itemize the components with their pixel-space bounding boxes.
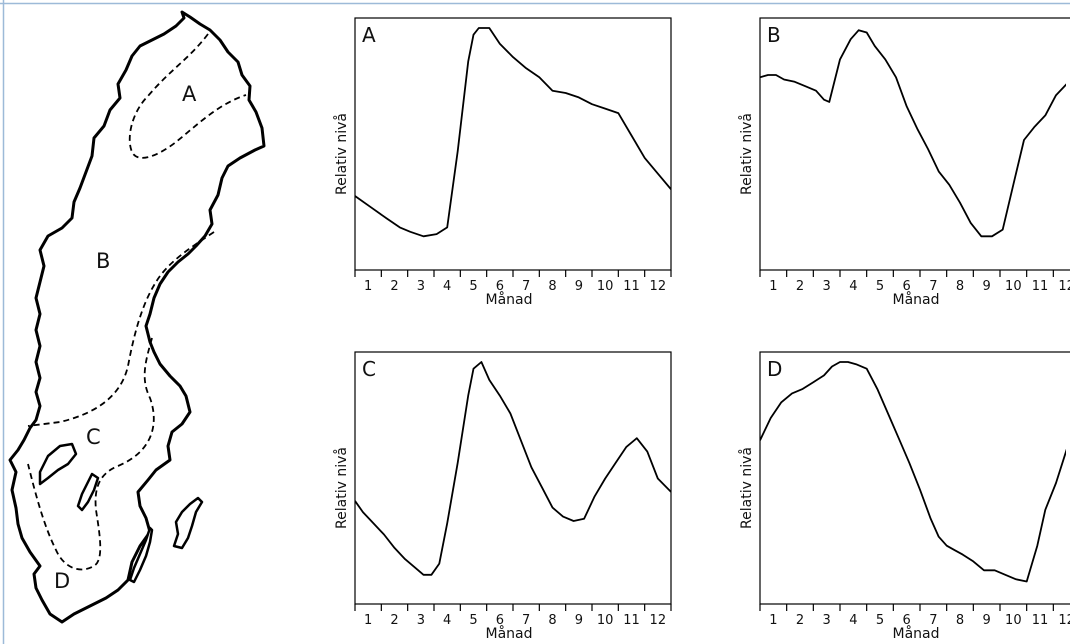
lake-vanern [38,442,78,486]
x-tick-label-b-6: 6 [903,279,911,294]
x-tick-label-c-8: 8 [548,613,556,628]
x-axis-label-a: Månad [486,291,533,308]
x-tick-label-b-8: 8 [956,279,964,294]
panel-label-c: C [362,357,376,381]
x-tick-label-b-4: 4 [849,279,857,294]
x-tick-label-a-3: 3 [417,279,425,294]
x-axis-label-b: Månad [893,291,940,308]
series-line-c [355,361,671,576]
lake-vattern [76,472,100,512]
x-tick-label-d-9: 9 [983,613,991,628]
x-tick-label-c-6: 6 [496,613,504,628]
x-tick-label-c-11: 11 [623,613,640,628]
map-label-a: A [182,82,197,106]
x-tick-label-c-5: 5 [469,613,477,628]
map-label-d: D [54,569,70,593]
x-tick-label-a-7: 7 [522,279,530,294]
map-label-b: B [96,249,110,273]
x-tick-label-a-4: 4 [443,279,451,294]
map-label-c: C [86,425,101,449]
x-tick-label-c-9: 9 [575,613,583,628]
x-tick-label-d-6: 6 [903,613,911,628]
y-axis-label-a: Relativ nivå [333,113,350,195]
x-tick-label-c-10: 10 [597,613,614,628]
x-tick-label-c-7: 7 [522,613,530,628]
x-tick-label-c-2: 2 [390,613,398,628]
x-tick-label-d-4: 4 [849,613,857,628]
x-tick-label-b-11: 11 [1032,279,1049,294]
chart-panel-b: B123456789101112MånadRelativ nivå [738,17,1070,308]
x-tick-label-d-12: 12 [1058,613,1070,628]
x-tick-label-b-3: 3 [823,279,831,294]
x-tick-label-b-5: 5 [876,279,884,294]
x-tick-label-b-12: 12 [1058,279,1070,294]
x-tick-label-b-10: 10 [1005,279,1022,294]
x-tick-label-b-9: 9 [983,279,991,294]
x-tick-label-a-2: 2 [390,279,398,294]
y-axis-label-c: Relativ nivå [333,447,350,529]
y-axis-label-d: Relativ nivå [738,447,755,529]
y-axis-label-b: Relativ nivå [738,113,755,195]
x-tick-label-a-9: 9 [575,279,583,294]
x-tick-label-d-5: 5 [876,613,884,628]
chart-panel-d: D123456789101112MånadRelativ nivå [738,351,1070,642]
series-line-d [760,361,1066,583]
sweden-map: A B C D [8,10,266,624]
x-tick-label-d-2: 2 [796,613,804,628]
panel-label-d: D [767,357,782,381]
x-tick-label-a-11: 11 [623,279,640,294]
panel-label-a: A [362,23,376,47]
x-tick-label-b-1: 1 [769,279,777,294]
oland-island [128,526,154,584]
series-line-b [760,29,1066,238]
x-tick-label-c-1: 1 [364,613,372,628]
sweden-outline [8,10,266,624]
x-tick-label-a-5: 5 [469,279,477,294]
plot-frame-a [354,17,672,271]
x-tick-label-c-3: 3 [417,613,425,628]
x-tick-label-d-11: 11 [1032,613,1049,628]
x-axis-label-d: Månad [893,625,940,642]
gotland-island [172,496,204,550]
x-tick-label-c-12: 12 [650,613,667,628]
x-tick-label-a-6: 6 [496,279,504,294]
x-tick-label-c-4: 4 [443,613,451,628]
x-tick-label-b-2: 2 [796,279,804,294]
x-tick-label-a-10: 10 [597,279,614,294]
x-tick-label-a-1: 1 [364,279,372,294]
x-axis-label-c: Månad [486,625,533,642]
x-tick-label-b-7: 7 [929,279,937,294]
x-tick-label-d-10: 10 [1005,613,1022,628]
x-tick-label-a-8: 8 [548,279,556,294]
series-line-a [355,27,671,238]
plot-frame-c [354,351,672,605]
x-tick-label-d-8: 8 [956,613,964,628]
x-tick-label-d-1: 1 [769,613,777,628]
x-tick-label-a-12: 12 [650,279,667,294]
panel-label-b: B [767,23,781,47]
x-tick-label-d-3: 3 [823,613,831,628]
region-a-boundary [128,33,247,159]
region-c-lower-boundary [27,337,155,571]
x-tick-label-d-7: 7 [929,613,937,628]
region-b-lower-boundary [27,231,215,427]
